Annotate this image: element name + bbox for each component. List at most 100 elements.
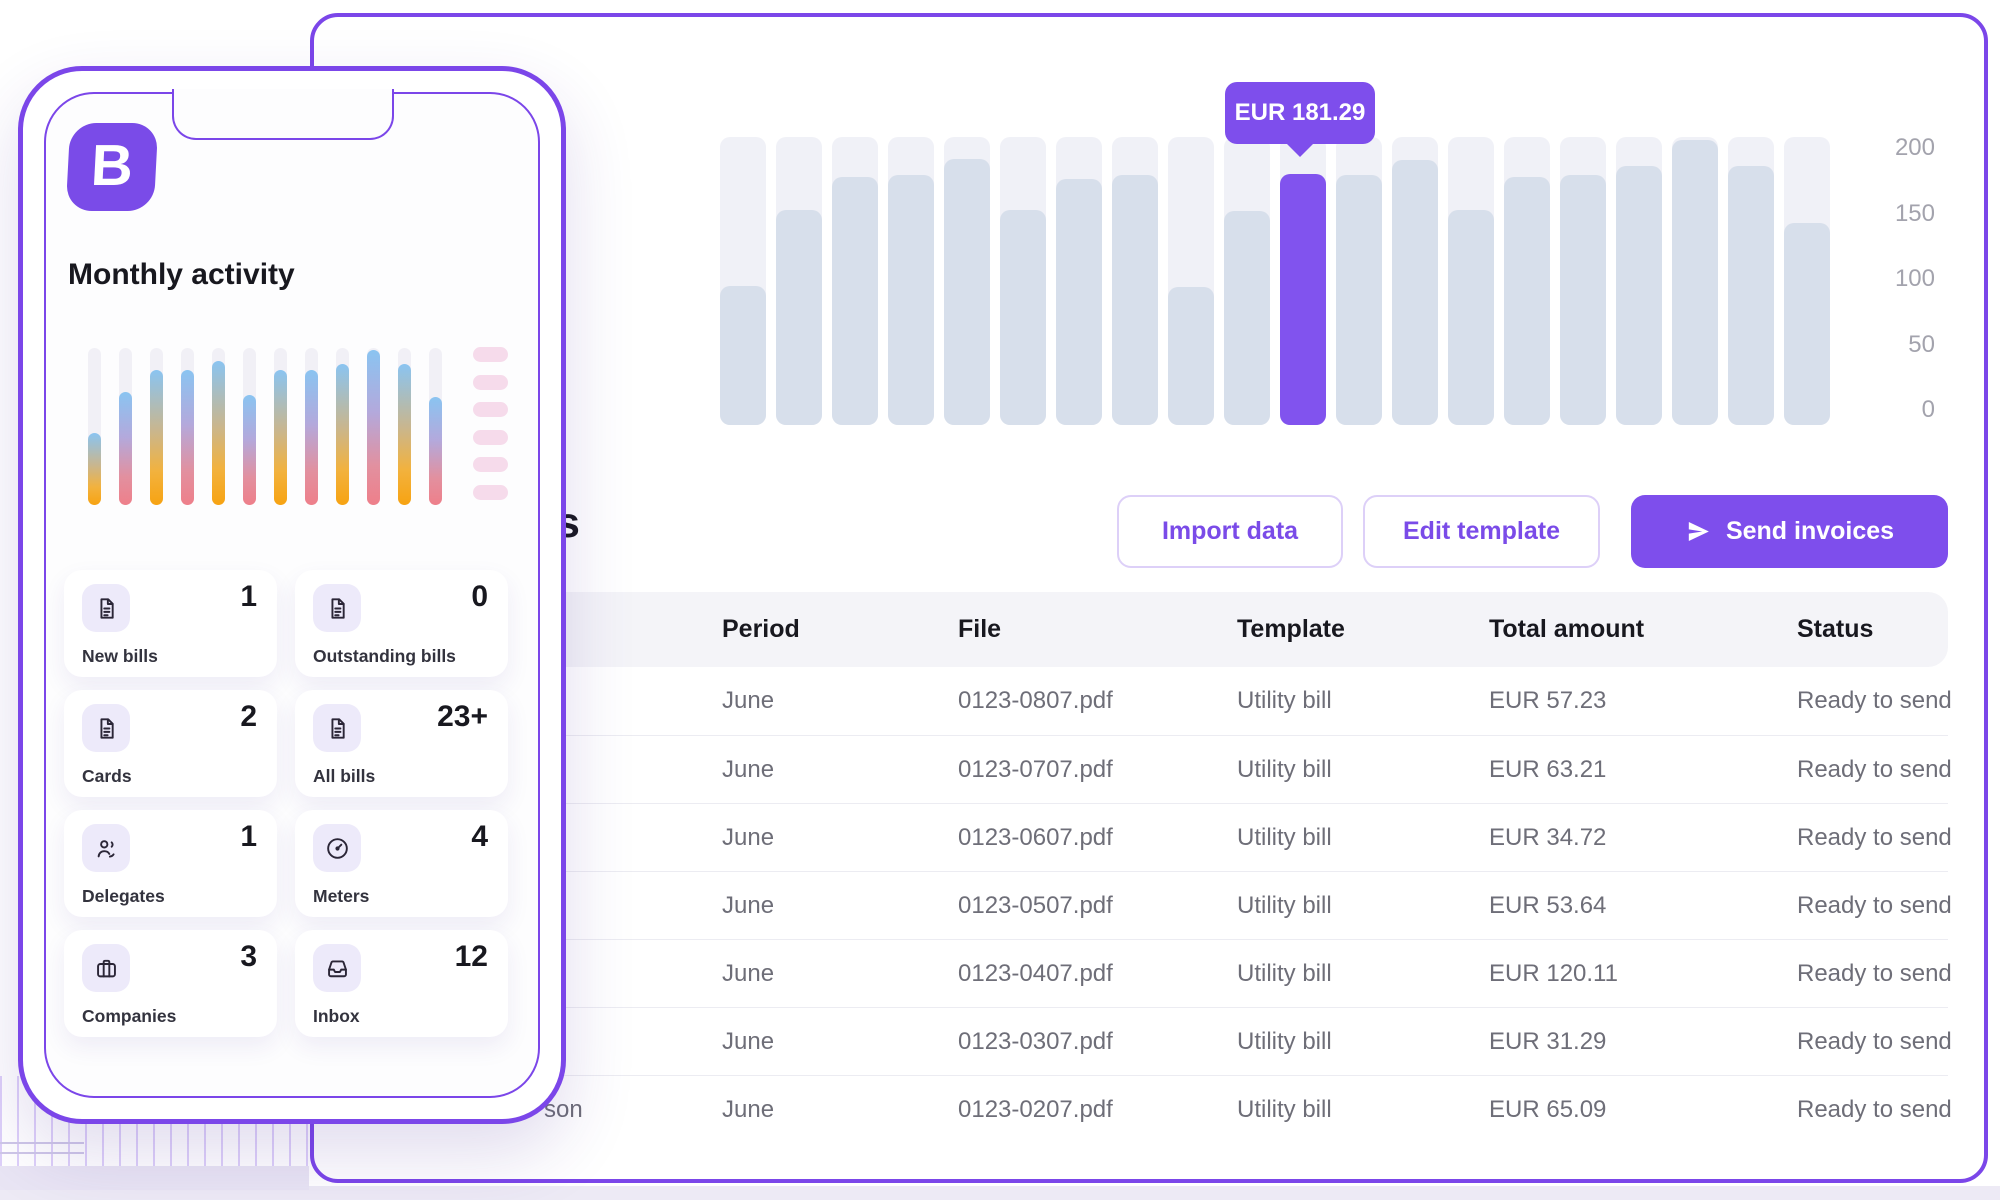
mini-chart-bar	[274, 370, 287, 505]
stat-value: 4	[471, 820, 488, 853]
phone-notch	[172, 89, 394, 140]
stat-card-meters[interactable]: 4 Meters	[295, 810, 508, 917]
cell-total: EUR 120.11	[1489, 960, 1618, 987]
chart-bar[interactable]	[1168, 287, 1214, 425]
chart-bar[interactable]	[1616, 165, 1662, 425]
column-header-total: Total amount	[1489, 615, 1645, 643]
chart-bar[interactable]	[888, 174, 934, 425]
stat-card-outstanding-bills[interactable]: 0 Outstanding bills	[295, 570, 508, 677]
stat-label: Meters	[313, 886, 370, 906]
send-invoices-button[interactable]: Send invoices	[1631, 495, 1948, 568]
stat-value: 23+	[437, 700, 488, 733]
chart-bar[interactable]	[1672, 139, 1718, 425]
stat-label: New bills	[82, 646, 158, 666]
chart-bar[interactable]	[1504, 177, 1550, 425]
chart-bar[interactable]	[1224, 211, 1270, 425]
cell-status: Ready to send	[1797, 824, 1952, 851]
document-icon	[82, 584, 130, 632]
import-data-button[interactable]: Import data	[1117, 495, 1343, 568]
document-icon	[82, 704, 130, 752]
stat-card-cards[interactable]: 2 Cards	[64, 690, 277, 797]
stat-card-delegates[interactable]: 1 Delegates	[64, 810, 277, 917]
document-icon	[313, 704, 361, 752]
inbox-icon	[313, 944, 361, 992]
chart-bar[interactable]	[1560, 174, 1606, 425]
table-row[interactable]: June 0123-0807.pdf Utility bill EUR 57.23 Re…	[540, 667, 1952, 735]
chart-bar[interactable]	[1448, 210, 1494, 425]
table-header-row	[540, 592, 1948, 667]
chart-bar[interactable]	[832, 177, 878, 425]
chart-bar[interactable]	[944, 159, 990, 425]
chart-bar[interactable]	[720, 285, 766, 425]
stat-value: 12	[454, 940, 488, 973]
chart-bar-highlighted[interactable]	[1280, 174, 1326, 425]
decoration-strip	[0, 1166, 309, 1190]
cell-status: Ready to send	[1797, 687, 1952, 714]
cell-file: 0123-0607.pdf	[958, 824, 1113, 851]
mini-chart-bar	[336, 364, 349, 505]
table-row[interactable]: June 0123-0407.pdf Utility bill EUR 120.11 R…	[540, 939, 1952, 1008]
cell-file: 0123-0807.pdf	[958, 687, 1113, 714]
send-invoices-label: Send invoices	[1725, 517, 1895, 545]
column-header-file: File	[958, 615, 1002, 643]
app-logo: B	[65, 123, 159, 211]
chart-bar[interactable]	[1336, 174, 1382, 425]
cell-period: June	[722, 687, 775, 714]
column-header-period: Period	[722, 615, 800, 643]
mini-chart-bar	[150, 370, 163, 505]
cell-template: Utility bill	[1237, 892, 1332, 919]
mini-chart-bar	[243, 395, 256, 505]
stat-label: Inbox	[313, 1006, 360, 1026]
edit-template-label: Edit template	[1403, 517, 1560, 545]
y-axis-tick-label: 0	[1921, 396, 1935, 423]
table-row[interactable]: June 0123-0207.pdf Utility bill EUR 65.09 Re…	[540, 1075, 1952, 1144]
cell-period: June	[722, 1096, 775, 1123]
cell-file: 0123-0707.pdf	[958, 756, 1113, 783]
chart-bar[interactable]	[1728, 165, 1774, 425]
cell-total: EUR 34.72	[1489, 824, 1607, 851]
y-axis-tick-label: 200	[1894, 134, 1935, 162]
cell-template: Utility bill	[1237, 1028, 1332, 1055]
cell-total: EUR 31.29	[1489, 1028, 1607, 1055]
document-icon	[313, 584, 361, 632]
cell-total: EUR 65.09	[1489, 1096, 1607, 1123]
stat-card-companies[interactable]: 3 Companies	[64, 930, 277, 1037]
chart-tooltip: EUR 181.29	[1225, 82, 1375, 157]
stat-card-inbox[interactable]: 12 Inbox	[295, 930, 508, 1037]
column-header-status: Status	[1797, 615, 1874, 643]
decoration-line	[0, 1152, 84, 1154]
cell-template: Utility bill	[1237, 1096, 1332, 1123]
cell-status: Ready to send	[1797, 892, 1952, 919]
table-row[interactable]: June 0123-0707.pdf Utility bill EUR 63.21 Re…	[540, 735, 1952, 804]
mini-chart-bar	[212, 361, 225, 505]
cell-status: Ready to send	[1797, 756, 1952, 783]
cell-total: EUR 57.23	[1489, 687, 1607, 714]
cell-period: June	[722, 1028, 775, 1055]
chart-bar[interactable]	[776, 210, 822, 425]
chart-bar[interactable]	[1056, 178, 1102, 425]
table-row[interactable]: June 0123-0307.pdf Utility bill EUR 31.29 Re…	[540, 1007, 1952, 1076]
table-row[interactable]: June 0123-0607.pdf Utility bill EUR 34.72 Re…	[540, 803, 1952, 872]
chart-bar[interactable]	[1112, 174, 1158, 425]
cell-template: Utility bill	[1237, 824, 1332, 851]
stat-card-all-bills[interactable]: 23+ All bills	[295, 690, 508, 797]
legend-pill	[473, 457, 508, 472]
stat-label: Delegates	[82, 886, 165, 906]
chart-bar[interactable]	[1784, 223, 1830, 425]
phone-section-title: Monthly activity	[68, 258, 295, 291]
legend-pill	[473, 347, 508, 362]
table-row[interactable]: June 0123-0507.pdf Utility bill EUR 53.64 Re…	[540, 871, 1952, 940]
cell-status: Ready to send	[1797, 960, 1952, 987]
legend-pill	[473, 429, 508, 445]
stat-label: Companies	[82, 1006, 177, 1026]
edit-template-button[interactable]: Edit template	[1363, 495, 1600, 568]
cell-period: June	[722, 960, 775, 987]
cell-period: June	[722, 824, 775, 851]
chart-bar[interactable]	[1000, 210, 1046, 425]
mini-chart-bar	[88, 433, 101, 505]
chart-bar[interactable]	[1392, 160, 1438, 425]
stat-card-new-bills[interactable]: 1 New bills	[64, 570, 277, 677]
decoration-line	[0, 1142, 84, 1144]
stat-label: Outstanding bills	[313, 646, 456, 666]
cell-file: 0123-0507.pdf	[958, 892, 1113, 919]
